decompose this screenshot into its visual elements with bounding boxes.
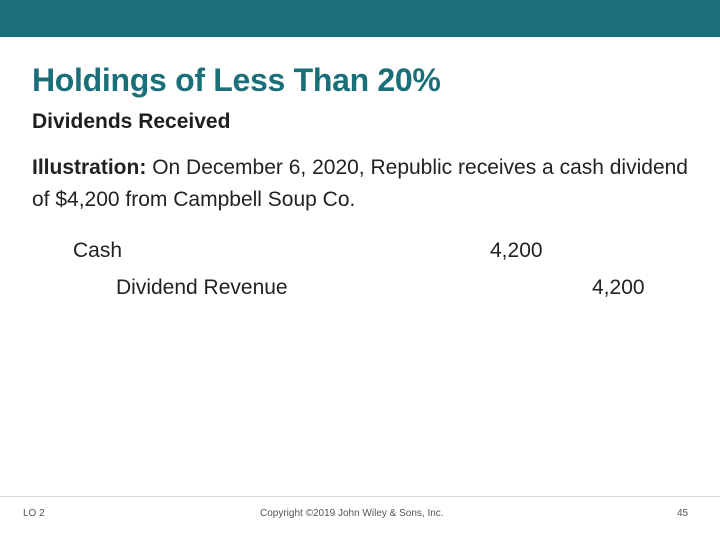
illustration-paragraph: Illustration: On December 6, 2020, Repub…: [32, 152, 692, 216]
copyright-notice: Copyright ©2019 John Wiley & Sons, Inc.: [260, 508, 444, 519]
header-band: [0, 0, 720, 37]
credit-account: Dividend Revenue: [116, 276, 288, 299]
footer-divider: [0, 496, 720, 497]
page-number: 45: [677, 508, 689, 519]
slide-title: Holdings of Less Than 20%: [32, 62, 441, 98]
credit-amount: 4,200: [592, 276, 645, 299]
learning-objective: LO 2: [23, 508, 45, 519]
illustration-label: Illustration:: [32, 156, 147, 179]
debit-amount: 4,200: [490, 239, 543, 262]
illustration-text: On December 6, 2020, Republic receives a…: [32, 156, 688, 211]
slide-subtitle: Dividends Received: [32, 110, 231, 133]
debit-account: Cash: [73, 239, 123, 262]
